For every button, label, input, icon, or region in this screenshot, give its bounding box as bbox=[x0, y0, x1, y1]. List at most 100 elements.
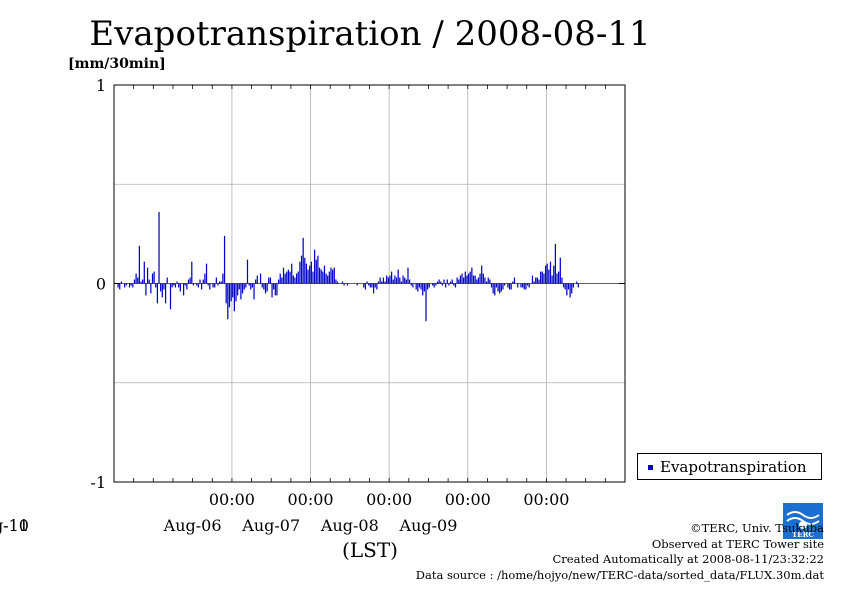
bar bbox=[205, 263, 208, 284]
x-day-label: Aug-06 bbox=[163, 516, 222, 535]
bar bbox=[507, 283, 509, 288]
bar bbox=[448, 283, 450, 286]
bar bbox=[458, 279, 460, 284]
bar bbox=[128, 283, 131, 288]
bar bbox=[166, 277, 168, 284]
bar bbox=[255, 279, 257, 284]
bar bbox=[277, 279, 280, 284]
bar bbox=[371, 283, 373, 288]
x-day-label: Aug-08 bbox=[320, 516, 379, 535]
bar bbox=[381, 281, 383, 284]
bar bbox=[225, 283, 227, 304]
bar bbox=[309, 265, 311, 284]
bar bbox=[142, 279, 144, 284]
bar bbox=[253, 283, 255, 300]
bar bbox=[160, 283, 162, 292]
bar bbox=[302, 237, 304, 284]
bar bbox=[404, 277, 406, 284]
bar bbox=[328, 271, 330, 284]
bar bbox=[494, 283, 496, 296]
bar bbox=[219, 281, 221, 284]
bar bbox=[173, 283, 175, 286]
bar bbox=[191, 261, 193, 284]
bar bbox=[179, 283, 181, 292]
bar bbox=[417, 283, 419, 292]
x-time-label: 00:00 bbox=[209, 490, 255, 509]
bar bbox=[138, 245, 140, 284]
chart-title: Evapotranspiration / 2008-08-11 bbox=[89, 14, 651, 54]
bar bbox=[405, 279, 407, 284]
bar bbox=[572, 283, 575, 288]
bar bbox=[553, 265, 555, 284]
bar bbox=[186, 283, 188, 290]
bar bbox=[374, 283, 376, 288]
bar bbox=[520, 283, 522, 288]
bar bbox=[566, 283, 568, 296]
bar bbox=[472, 275, 475, 284]
bar bbox=[364, 283, 367, 290]
bar bbox=[456, 277, 458, 284]
bar bbox=[513, 277, 516, 284]
bar bbox=[446, 279, 448, 284]
bar bbox=[155, 283, 157, 288]
bar bbox=[386, 275, 388, 284]
bar bbox=[569, 283, 571, 298]
bar bbox=[561, 277, 563, 284]
bar-series bbox=[114, 212, 625, 322]
bar bbox=[164, 283, 167, 304]
bar bbox=[440, 281, 442, 284]
bar bbox=[577, 283, 579, 288]
bar bbox=[317, 255, 319, 284]
bar bbox=[143, 261, 145, 284]
bar bbox=[528, 283, 530, 288]
bar bbox=[238, 283, 240, 290]
bar bbox=[549, 261, 552, 284]
bar bbox=[356, 283, 358, 286]
bar bbox=[117, 283, 119, 288]
bar bbox=[133, 279, 136, 284]
bar bbox=[482, 273, 484, 284]
bar bbox=[318, 267, 321, 284]
legend: Evapotranspiration bbox=[637, 453, 822, 480]
bar bbox=[215, 277, 217, 284]
x-day-label: Aug-11 bbox=[0, 516, 29, 535]
bar bbox=[243, 283, 245, 290]
bar bbox=[153, 271, 155, 284]
bar bbox=[376, 283, 378, 290]
bar bbox=[269, 277, 272, 284]
x-day-label: Aug-09 bbox=[399, 516, 458, 535]
bar bbox=[441, 283, 443, 286]
y-unit-label: [mm/30min] bbox=[68, 56, 166, 72]
bar bbox=[237, 283, 239, 296]
bar bbox=[273, 283, 275, 290]
bar bbox=[284, 273, 286, 284]
bar bbox=[422, 283, 424, 296]
bar bbox=[471, 267, 473, 284]
bar bbox=[567, 283, 570, 290]
bar bbox=[479, 273, 481, 284]
bar bbox=[320, 269, 322, 284]
bar bbox=[241, 283, 244, 294]
bar bbox=[323, 265, 326, 284]
bar bbox=[120, 281, 122, 284]
bar bbox=[222, 273, 224, 284]
bar bbox=[140, 281, 142, 284]
bar bbox=[382, 277, 385, 284]
bar bbox=[174, 283, 177, 288]
bar bbox=[148, 279, 150, 284]
bar bbox=[431, 283, 434, 286]
bar bbox=[554, 243, 557, 284]
bar bbox=[538, 279, 540, 284]
bar bbox=[299, 261, 301, 284]
bar bbox=[489, 279, 491, 284]
bar bbox=[192, 283, 195, 286]
bar bbox=[304, 257, 306, 284]
bar bbox=[540, 271, 542, 284]
bar bbox=[390, 271, 393, 284]
bar bbox=[228, 283, 231, 308]
bar bbox=[504, 283, 506, 286]
bar bbox=[508, 283, 511, 290]
bar bbox=[132, 283, 134, 288]
bar bbox=[487, 277, 489, 284]
